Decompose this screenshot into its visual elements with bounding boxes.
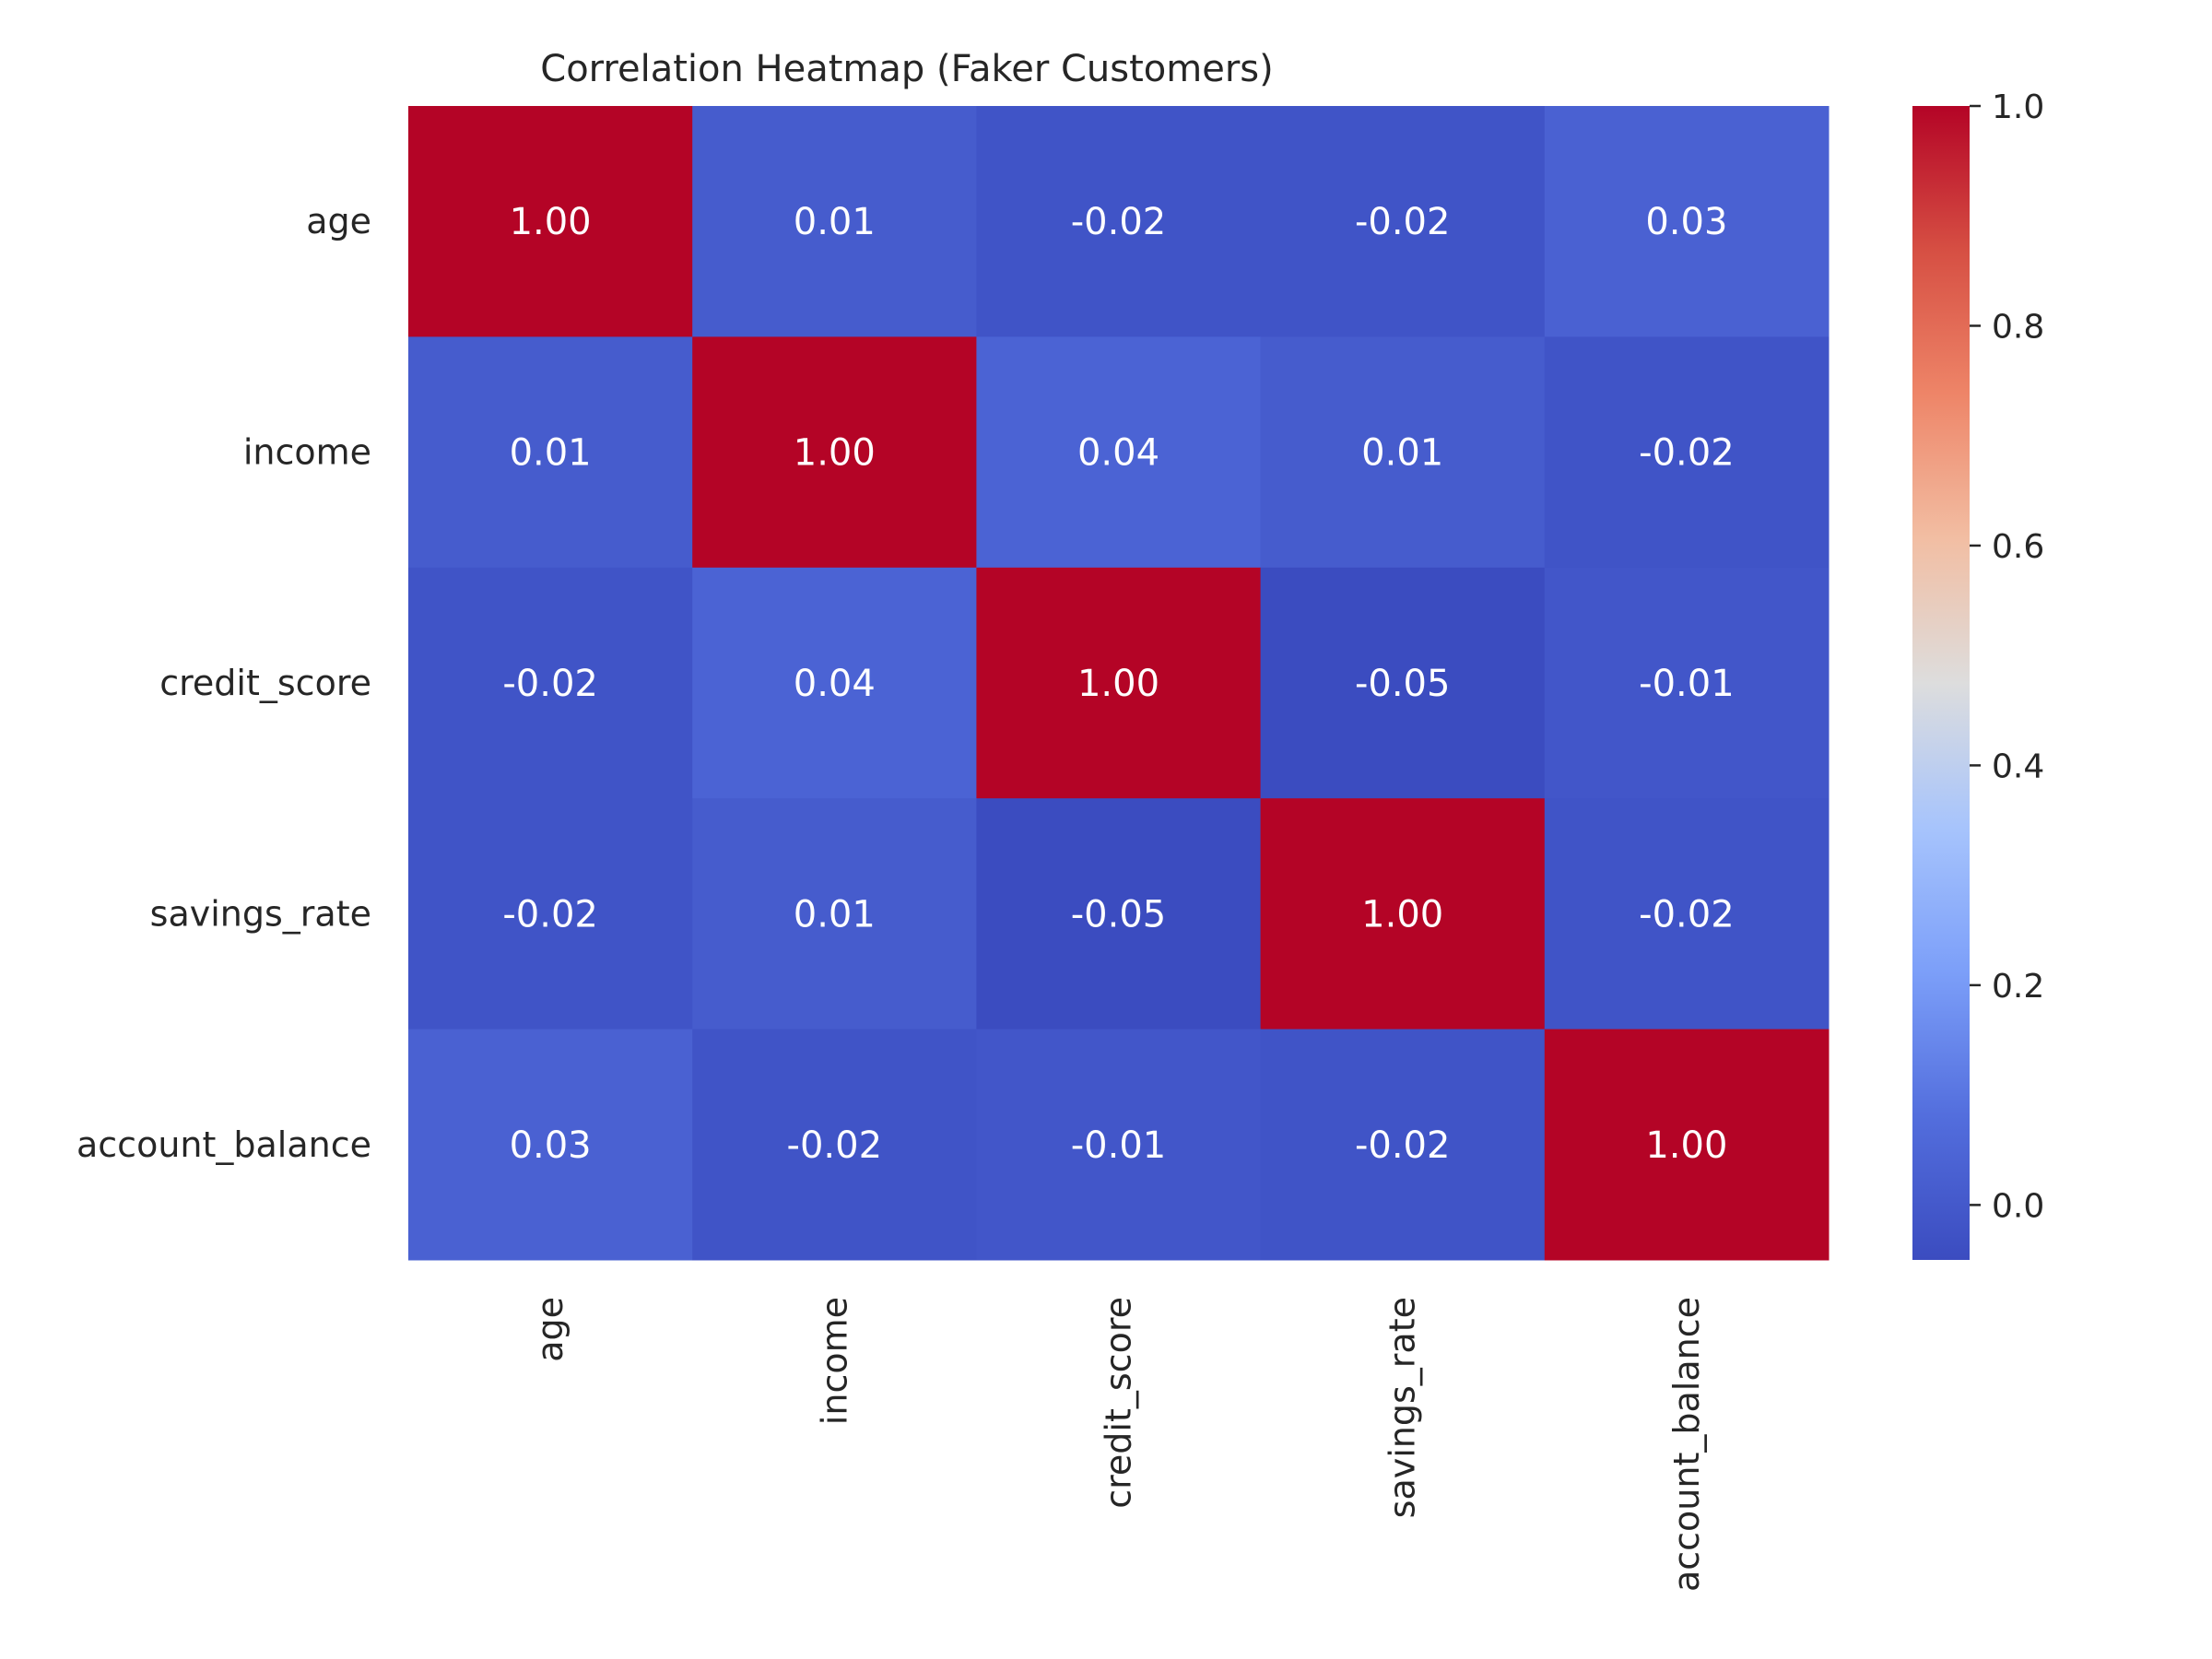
heatmap-cell-label: -0.05 (1355, 663, 1451, 705)
heatmap-cell (692, 1029, 977, 1261)
heatmap-cell-label: 0.01 (1361, 432, 1443, 475)
y-tick-label: age (306, 201, 371, 241)
heatmap-cell (408, 798, 693, 1030)
heatmap-cell-label: -0.02 (787, 1124, 883, 1167)
colorbar (1912, 106, 1970, 1260)
y-axis-tick-labels: age income credit_score savings_rateaccount… (76, 201, 371, 1165)
y-tick-label: credit_score (159, 663, 371, 703)
heatmap-cell-label: 0.01 (794, 201, 876, 243)
heatmap-cell (408, 1029, 693, 1261)
heatmap-cell (692, 567, 977, 799)
y-tick-label: income (243, 432, 371, 473)
colorbar-tick-label: 0.6 (1992, 528, 2044, 566)
colorbar-tick-label: 0.0 (1992, 1187, 2044, 1225)
x-tick-label: account_balance (1666, 1297, 1707, 1592)
heatmap-cell-label: 1.00 (1645, 1124, 1727, 1167)
x-tick-label: age (530, 1297, 571, 1362)
heatmap-cells (408, 106, 1830, 1261)
heatmap-cell (408, 106, 693, 337)
heatmap-cell-label: -0.02 (1071, 201, 1167, 243)
chart-title: Correlation Heatmap (Faker Customers) (540, 48, 1273, 90)
y-tick-label: savings_rate (150, 893, 371, 934)
heatmap-cell (1544, 567, 1830, 799)
heatmap-cell-label: -0.02 (502, 663, 598, 705)
heatmap-cell-label: 0.03 (510, 1124, 592, 1167)
x-tick-label: income (814, 1297, 854, 1425)
heatmap-cell (1260, 336, 1546, 569)
heatmap-cell (1544, 106, 1830, 337)
heatmap-cell (1260, 567, 1546, 799)
heatmap-cell-label: -0.02 (1355, 1124, 1451, 1167)
colorbar-tick-label: 0.2 (1992, 968, 2044, 1006)
heatmap-cell (1544, 1029, 1830, 1261)
heatmap-cell-label: 0.04 (794, 663, 876, 705)
heatmap-cell-label: -0.02 (502, 893, 598, 935)
heatmap-cell (976, 106, 1262, 337)
heatmap-cell-label: 0.03 (1645, 201, 1727, 243)
x-tick-label: credit_score (1099, 1297, 1139, 1509)
colorbar-tick-label: 0.8 (1992, 308, 2044, 346)
colorbar-tick-label: 1.0 (1992, 88, 2044, 126)
x-axis-tick-labels: age income credit_score savings_rate account… (530, 1297, 1707, 1592)
heatmap-cell (976, 336, 1262, 569)
heatmap-cell-label: -0.02 (1639, 893, 1735, 935)
heatmap-cell-label: -0.02 (1639, 432, 1735, 475)
heatmap-cell (976, 567, 1262, 799)
heatmap-cell-label: 0.01 (510, 432, 592, 475)
heatmap-cell-label: 1.00 (1077, 663, 1159, 705)
heatmap-cell (408, 336, 693, 569)
heatmap-cell-label: 1.00 (510, 201, 592, 243)
heatmap-cell (408, 567, 693, 799)
heatmap-cell-label: -0.01 (1639, 663, 1735, 705)
heatmap-cell-label: -0.02 (1355, 201, 1451, 243)
heatmap-cell (1260, 106, 1546, 337)
heatmap-cell (692, 336, 977, 569)
heatmap-cell-label: 0.01 (794, 893, 876, 935)
y-tick-label: account_balance (76, 1124, 371, 1165)
heatmap-cell (1260, 1029, 1546, 1261)
heatmap-cell (976, 1029, 1262, 1261)
heatmap-cell (976, 798, 1262, 1030)
heatmap-cell-labels: 1.00 0.01 -0.02 -0.02 0.03 0.01 1.00 0.04 0.01 -0… (502, 201, 1734, 1167)
heatmap-cell (1260, 798, 1546, 1030)
heatmap-cell-label: 1.00 (794, 432, 876, 475)
heatmap-cell (692, 798, 977, 1030)
heatmap-cell-label: 1.00 (1361, 893, 1443, 935)
heatmap-cell (1544, 798, 1830, 1030)
heatmap-cell-label: -0.01 (1071, 1124, 1167, 1167)
colorbar-ticks: 0.0 0.2 0.4 0.6 0.8 1.0 (1970, 88, 2044, 1225)
heatmap-cell (1544, 336, 1830, 569)
x-tick-label: savings_rate (1382, 1297, 1423, 1518)
heatmap-cell-label: -0.05 (1071, 893, 1167, 935)
heatmap-cell-label: 0.04 (1077, 432, 1159, 475)
heatmap-cell (692, 106, 977, 337)
colorbar-tick-label: 0.4 (1992, 747, 2044, 785)
